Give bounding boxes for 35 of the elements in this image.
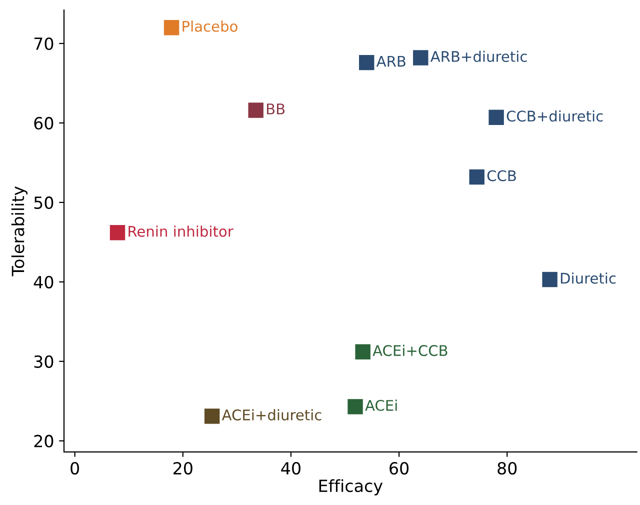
series-label: BB — [266, 104, 285, 114]
point — [542, 272, 558, 288]
x-tick-label: 0 — [70, 462, 80, 475]
y-tick-label: 60 — [34, 116, 54, 130]
series-label: ACEi — [365, 400, 397, 411]
series-label: ARB — [376, 56, 406, 67]
x-tick-label: 60 — [390, 462, 409, 475]
y-tick-label: 20 — [34, 434, 54, 448]
series-label: CCB+diuretic — [506, 110, 603, 122]
x-tick-label: 40 — [281, 462, 300, 475]
point — [164, 20, 180, 36]
point — [413, 50, 428, 66]
point — [355, 344, 370, 360]
point — [348, 399, 363, 414]
y-axis-title: Tolerability — [11, 186, 28, 276]
y-tick-label: 40 — [34, 276, 54, 288]
x-axis-title: Efficacy — [319, 479, 383, 496]
y-tick-label: 30 — [34, 355, 54, 368]
series-label: ACEi+diuretic — [222, 409, 322, 420]
y-tick-label: 50 — [34, 196, 54, 209]
point — [110, 225, 126, 240]
series-label: Diuretic — [560, 272, 616, 284]
y-tick-label: 70 — [34, 37, 54, 50]
series-label: ARB+diuretic — [430, 50, 527, 62]
point — [359, 54, 374, 70]
series-label: CCB — [487, 170, 516, 182]
point — [248, 102, 264, 118]
point — [204, 408, 220, 424]
point — [488, 110, 504, 125]
x-tick-label: 80 — [498, 462, 517, 475]
series-label: Renin inhibitor — [128, 226, 234, 237]
point — [469, 169, 484, 185]
series-label: ACEi+CCB — [372, 344, 448, 356]
x-tick-label: 20 — [174, 462, 192, 475]
series-label: Placebo — [182, 20, 238, 32]
